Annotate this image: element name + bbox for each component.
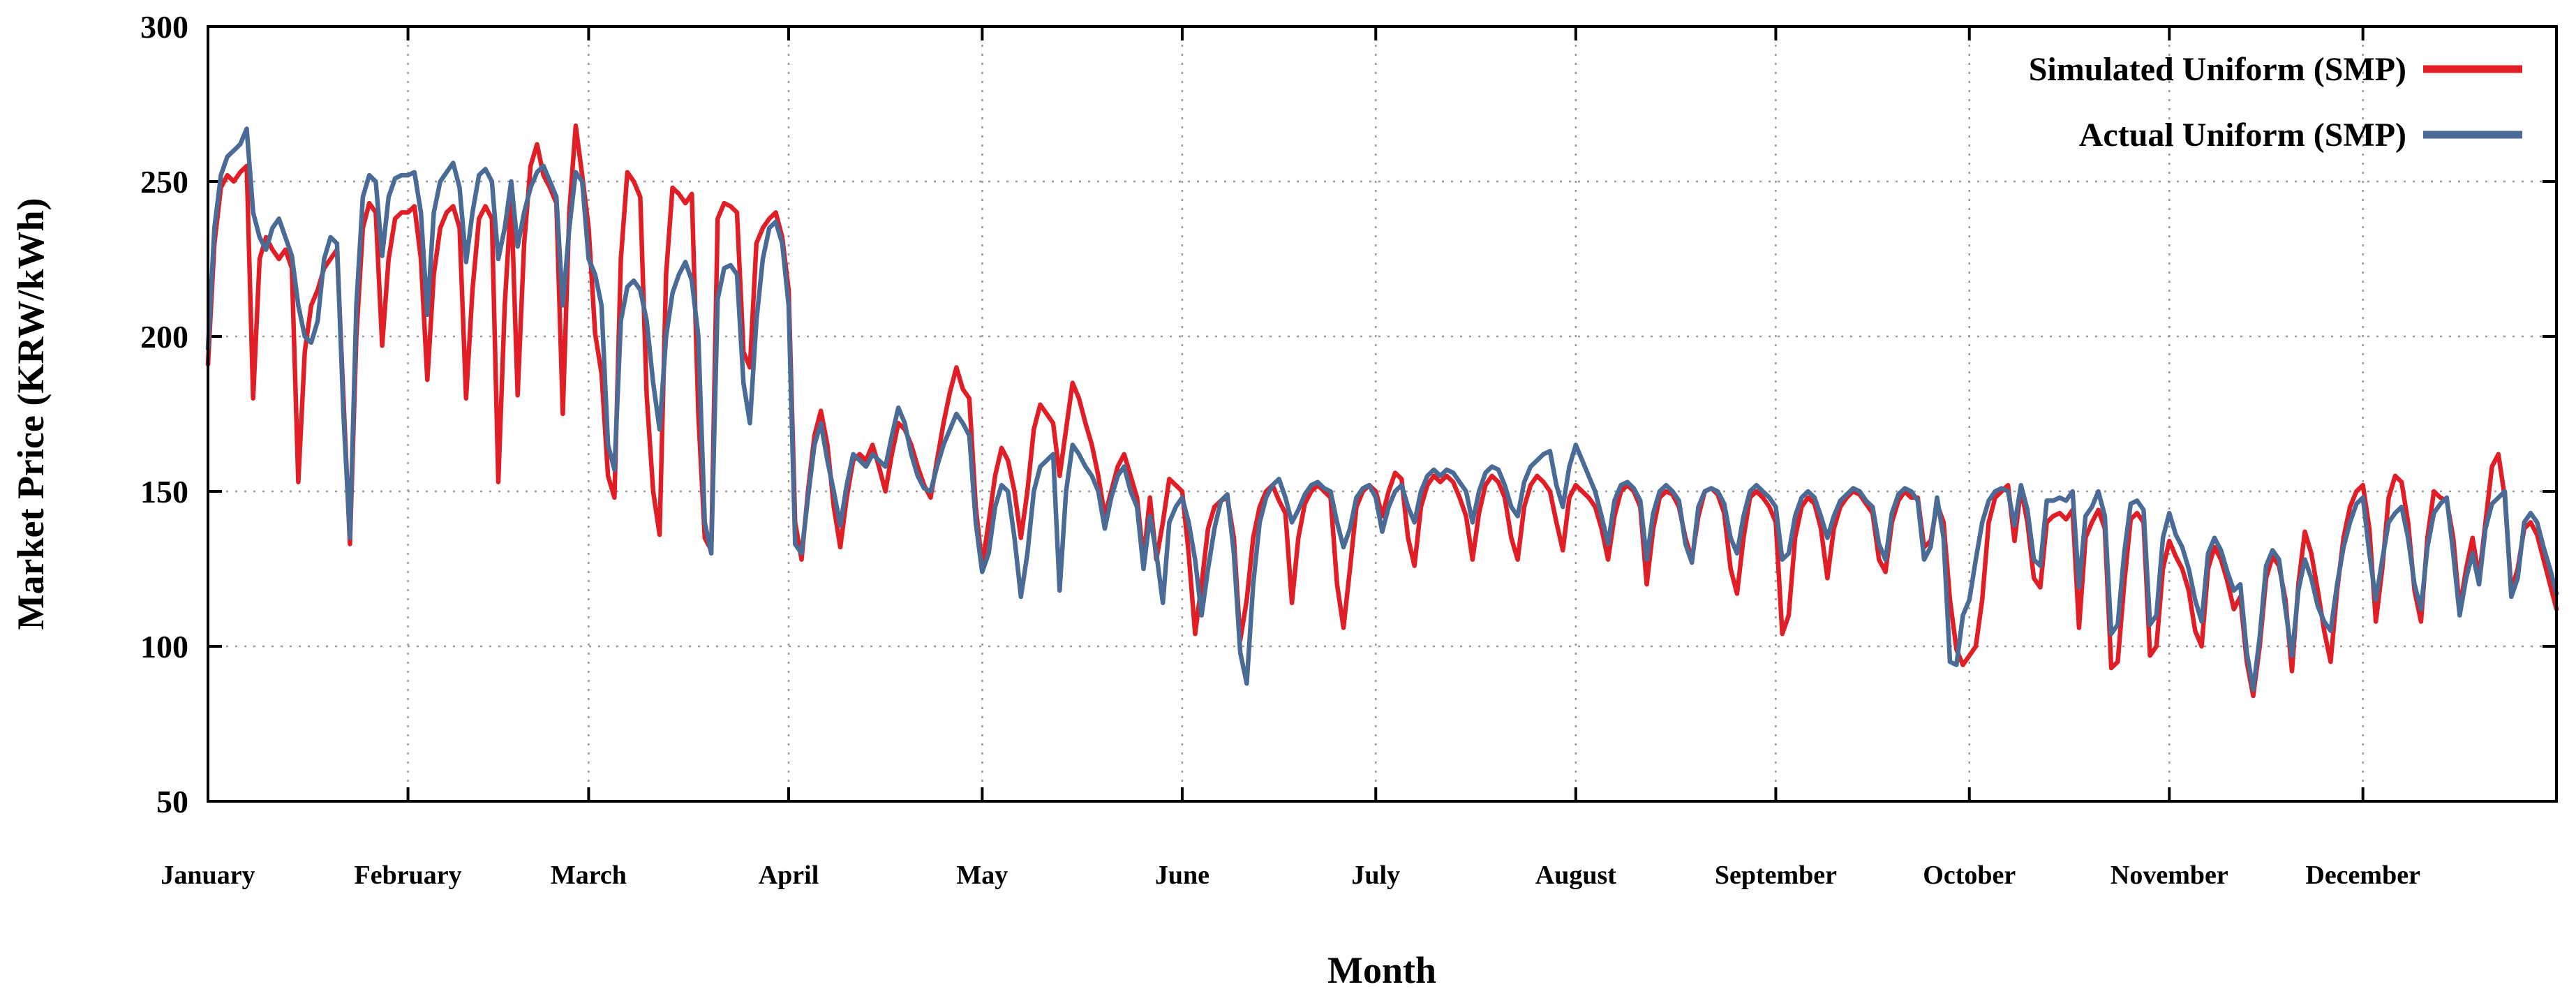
series-lines — [205, 123, 2559, 699]
x-tick-label-april: April — [759, 861, 819, 890]
legend-label-simulated: Simulated Uniform (SMP) — [2029, 51, 2406, 88]
legend-item-actual: Actual Uniform (SMP) — [2079, 117, 2522, 154]
y-tick-label-100: 100 — [140, 629, 188, 664]
x-tick-label-january: January — [161, 861, 255, 890]
legend: Simulated Uniform (SMP) Actual Uniform (… — [2029, 51, 2522, 154]
legend-label-actual: Actual Uniform (SMP) — [2079, 117, 2406, 154]
x-axis-title: Month — [1327, 949, 1436, 991]
y-axis-title: Market Price (KRW/kWh) — [10, 198, 52, 630]
x-tick-label-february: February — [355, 861, 462, 890]
series-line-actual-smp — [205, 126, 2559, 692]
x-tick-label-october: October — [1923, 861, 2016, 890]
gridlines — [208, 27, 2556, 801]
y-tick-label-150: 150 — [140, 474, 188, 510]
x-tick-label-august: August — [1535, 861, 1616, 890]
series-line-simulated-smp — [205, 123, 2559, 699]
x-tick-label-november: November — [2110, 861, 2228, 890]
x-tick-label-march: March — [551, 861, 627, 890]
y-tick-label-200: 200 — [140, 319, 188, 355]
x-tick-label-july: July — [1351, 861, 1400, 890]
x-tick-label-september: September — [1715, 861, 1837, 890]
tick-labels: 50 100 150 200 250 300 January February March Apr… — [140, 9, 2420, 890]
x-tick-label-may: May — [956, 861, 1008, 890]
y-tick-label-300: 300 — [140, 9, 188, 45]
x-tick-label-june: June — [1155, 861, 1209, 890]
plot-border — [207, 25, 2558, 803]
x-tick-label-december: December — [2305, 861, 2420, 890]
y-tick-label-50: 50 — [156, 784, 188, 819]
legend-item-simulated: Simulated Uniform (SMP) — [2029, 51, 2522, 88]
y-tick-label-250: 250 — [140, 164, 188, 200]
